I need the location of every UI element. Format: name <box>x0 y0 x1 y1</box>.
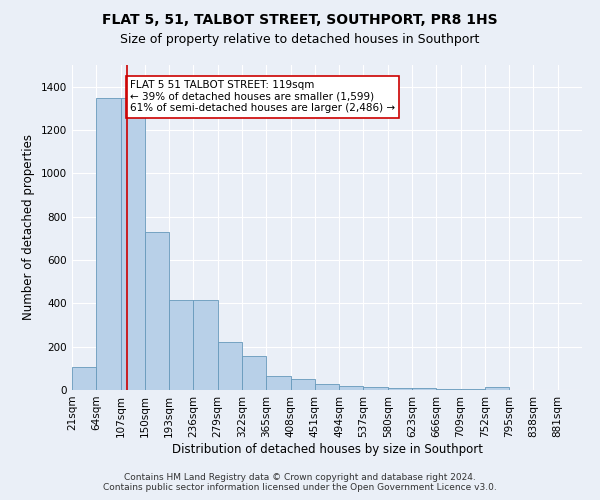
Bar <box>169 300 193 390</box>
Bar <box>145 232 169 390</box>
Bar <box>121 98 145 390</box>
X-axis label: Distribution of detached houses by size in Southport: Distribution of detached houses by size … <box>172 442 482 456</box>
Bar <box>339 386 364 390</box>
Bar <box>266 376 290 390</box>
Bar <box>242 356 266 390</box>
Y-axis label: Number of detached properties: Number of detached properties <box>22 134 35 320</box>
Bar <box>388 388 412 390</box>
Bar <box>290 379 315 390</box>
Bar <box>315 384 339 390</box>
Bar <box>96 98 121 390</box>
Text: Contains HM Land Registry data © Crown copyright and database right 2024.
Contai: Contains HM Land Registry data © Crown c… <box>103 473 497 492</box>
Bar <box>218 342 242 390</box>
Bar <box>412 388 436 390</box>
Bar <box>485 387 509 390</box>
Text: Size of property relative to detached houses in Southport: Size of property relative to detached ho… <box>121 32 479 46</box>
Bar <box>193 300 218 390</box>
Bar <box>436 389 461 390</box>
Text: FLAT 5, 51, TALBOT STREET, SOUTHPORT, PR8 1HS: FLAT 5, 51, TALBOT STREET, SOUTHPORT, PR… <box>102 12 498 26</box>
Bar <box>461 389 485 390</box>
Bar <box>72 367 96 390</box>
Bar <box>364 387 388 390</box>
Text: FLAT 5 51 TALBOT STREET: 119sqm
← 39% of detached houses are smaller (1,599)
61%: FLAT 5 51 TALBOT STREET: 119sqm ← 39% of… <box>130 80 395 114</box>
